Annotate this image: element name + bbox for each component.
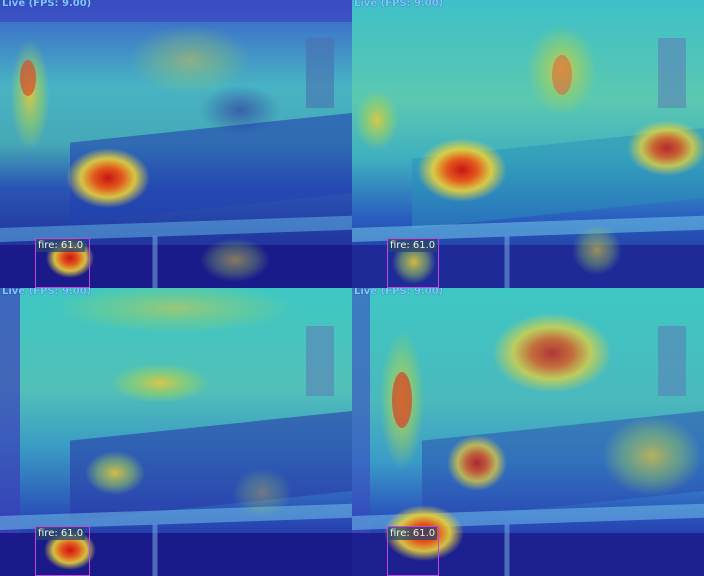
heatmap-panel: Live (FPS: 9.00) fire: 61.0 [0, 0, 352, 288]
fire-detection-box [35, 238, 90, 288]
heatmap-panel: Live (FPS: 9.00) fire: 61.0 [352, 288, 704, 576]
heatmap-image [0, 0, 352, 288]
fire-detection-label: fire: 61.0 [36, 527, 86, 540]
fire-detection-box [387, 238, 439, 288]
fps-status-text: Live (FPS: 9.00) [354, 0, 444, 9]
heatmap-panel: Live (FPS: 9.00) fire: 61.0 [352, 0, 704, 288]
heatmap-panel: Live (FPS: 9.00) fire: 61.0 [0, 288, 352, 576]
fire-detection-label: fire: 61.0 [388, 527, 438, 540]
fps-status-text: Live (FPS: 9.00) [354, 288, 444, 297]
fire-detection-label: fire: 61.0 [36, 239, 86, 252]
fps-status-text: Live (FPS: 9.00) [2, 288, 92, 297]
fire-detection-label: fire: 61.0 [388, 239, 438, 252]
heatmap-image [352, 0, 704, 288]
fps-status-text: Live (FPS: 9.00) [2, 0, 92, 9]
